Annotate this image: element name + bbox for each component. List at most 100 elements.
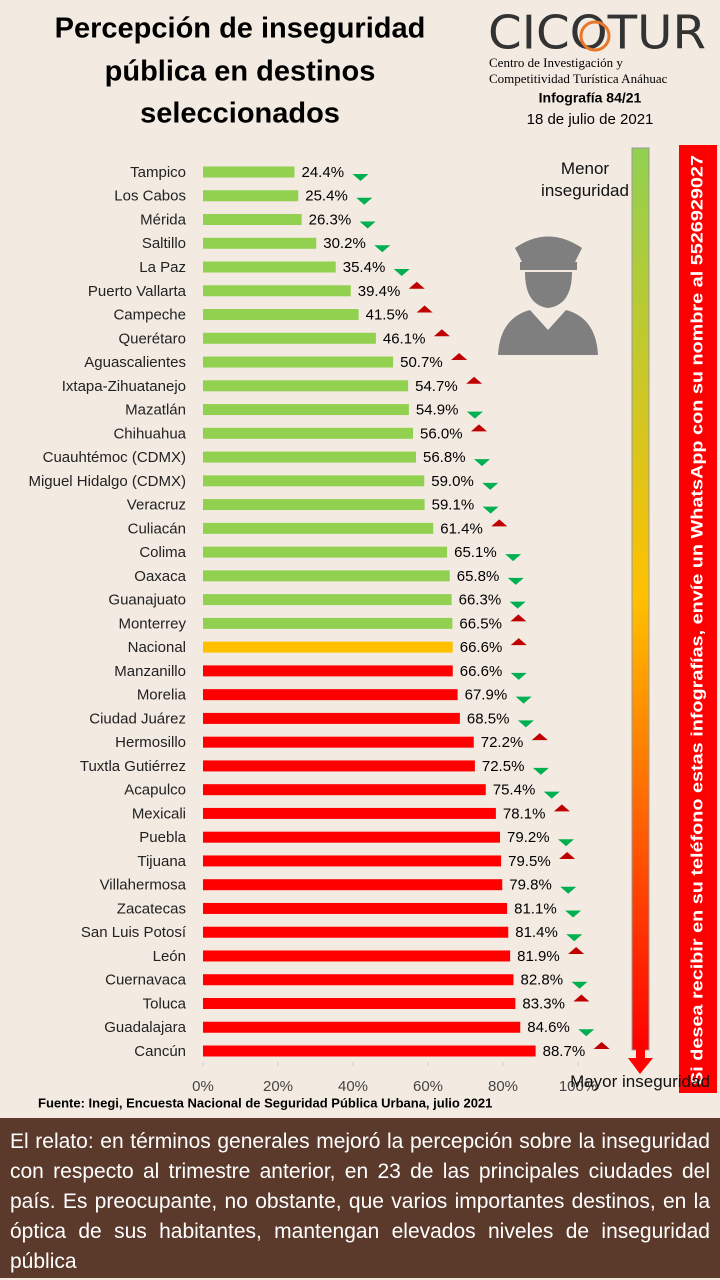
trend-down [566, 934, 583, 942]
category-label: Mexicali [132, 805, 186, 822]
value-label: 81.9% [517, 948, 560, 965]
bar [203, 1045, 536, 1057]
category-label: Guanajuato [108, 592, 186, 609]
scale-top-label: Menor inseguridad [541, 159, 629, 200]
trend-up [491, 519, 508, 527]
value-label: 65.1% [454, 544, 497, 561]
scale-bar [631, 147, 650, 1051]
category-label: Aguascalientes [84, 354, 186, 371]
bar [203, 214, 302, 226]
value-label: 46.1% [383, 330, 426, 347]
bar [203, 926, 509, 938]
bar [203, 1021, 521, 1033]
category-label: Zacatecas [117, 900, 186, 917]
category-label: Hermosillo [115, 734, 186, 751]
trend-down [532, 767, 549, 775]
trend-up [573, 994, 590, 1002]
value-label: 88.7% [543, 1043, 586, 1060]
trend-up [568, 946, 585, 954]
scale-arrow [636, 1040, 645, 1062]
title: pública en destinos [105, 56, 376, 88]
value-label: 79.8% [509, 877, 552, 894]
trend-down [474, 459, 490, 467]
trend-up [593, 1042, 610, 1049]
value-label: 59.0% [431, 473, 474, 490]
bar [203, 950, 511, 962]
bar [203, 689, 458, 701]
category-label: Tuxtla Gutiérrez [80, 758, 186, 775]
bar [203, 451, 416, 463]
trend-down [505, 554, 522, 562]
category-label: Mazatlán [125, 402, 186, 419]
value-label: 56.0% [420, 425, 463, 442]
trend-down [515, 696, 532, 704]
value-label: 79.5% [508, 853, 551, 870]
issue: Infografía 84/21 [539, 90, 642, 106]
value-label: 39.4% [358, 283, 401, 300]
value-label: 78.1% [503, 805, 546, 822]
trend-down [359, 221, 376, 229]
bar [203, 594, 452, 606]
trend-down [352, 174, 369, 181]
value-label: 72.2% [481, 734, 524, 751]
x-tick-label: 20% [263, 1078, 293, 1095]
value-label: 83.3% [522, 995, 565, 1012]
category-label: La Paz [139, 259, 186, 276]
logo: CICOTUR [488, 6, 706, 60]
bar [203, 427, 413, 439]
value-label: 50.7% [400, 354, 443, 371]
category-label: Tijuana [137, 853, 186, 870]
trend-down [466, 411, 483, 419]
value-label: 54.7% [415, 378, 458, 395]
value-label: 72.5% [482, 758, 525, 775]
trend-up [451, 353, 468, 361]
trend-up [553, 804, 570, 812]
bar [203, 760, 475, 772]
bar [203, 807, 496, 819]
bar [203, 522, 434, 534]
trend-down [560, 886, 577, 894]
trend-down [482, 506, 499, 514]
category-label: Miguel Hidalgo (CDMX) [28, 473, 186, 490]
bar [203, 380, 409, 392]
x-tick-label: 0% [192, 1078, 214, 1095]
trend-up [510, 614, 527, 622]
value-label: 68.5% [467, 710, 510, 727]
category-label: Manzanillo [114, 663, 186, 680]
bar [203, 332, 376, 344]
value-label: 25.4% [305, 188, 348, 205]
value-label: 35.4% [343, 259, 386, 276]
banner-bg [679, 145, 717, 1093]
bar [203, 356, 394, 368]
trend-down [507, 577, 524, 585]
trend-down [482, 482, 499, 490]
bar [203, 166, 295, 178]
title: seleccionados [140, 98, 340, 130]
source: Fuente: Inegi, Encuesta Nacional de Segu… [38, 1095, 492, 1110]
scale-bottom-label: Mayor inseguridad [570, 1072, 710, 1091]
police-icon [498, 236, 598, 355]
category-label: Cuauhtémoc (CDMX) [43, 449, 186, 466]
value-label: 81.1% [514, 900, 557, 917]
banner: Si desea recibir en su teléfono estas in… [687, 155, 706, 1085]
value-label: 24.4% [302, 164, 345, 181]
trend-up [471, 424, 487, 432]
trend-up [408, 281, 425, 289]
value-label: 26.3% [309, 211, 352, 228]
trend-down [517, 720, 534, 728]
scale-arrow-head [628, 1058, 653, 1074]
trend-down [543, 791, 560, 799]
bar [203, 309, 359, 321]
trend-down [558, 839, 574, 847]
value-label: 54.9% [416, 402, 459, 419]
trend-down [509, 601, 526, 609]
infographic: Percepción de inseguridad pública en des… [28, 6, 717, 1110]
bar [203, 237, 317, 249]
value-label: 75.4% [493, 782, 536, 799]
category-label: Puerto Vallarta [88, 283, 187, 300]
category-label: Tampico [130, 164, 186, 181]
category-label: Villahermosa [100, 877, 187, 894]
value-label: 67.9% [465, 687, 508, 704]
bar [203, 499, 425, 511]
